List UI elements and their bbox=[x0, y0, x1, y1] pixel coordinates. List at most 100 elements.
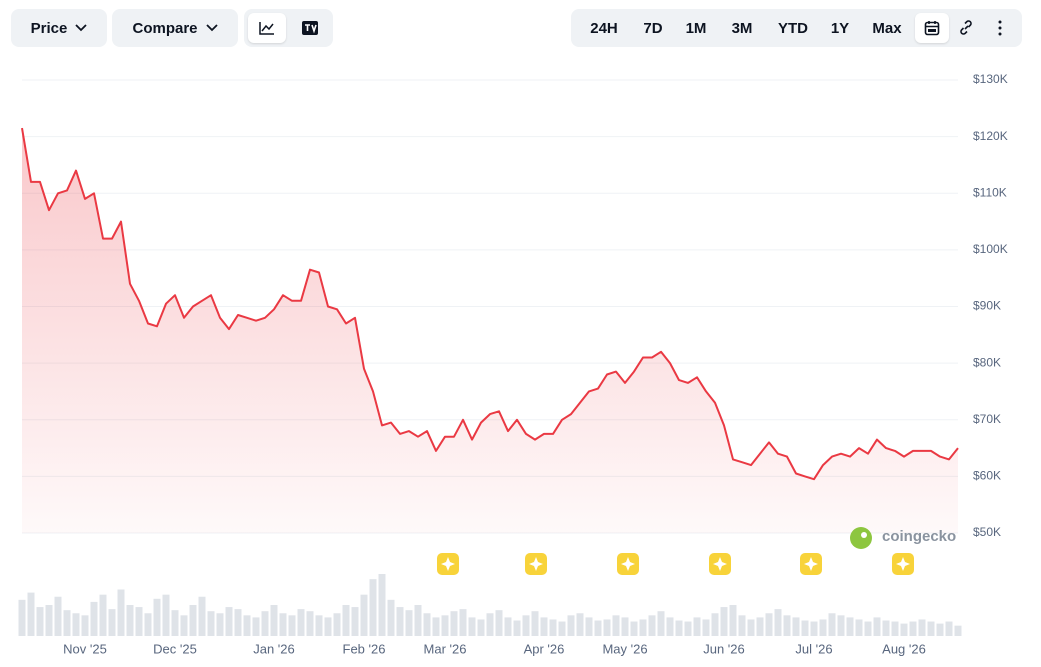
volume-bar bbox=[558, 621, 566, 636]
volume-bar bbox=[225, 607, 233, 636]
range-button[interactable]: 7D bbox=[643, 19, 663, 37]
volume-bar bbox=[882, 620, 890, 636]
volume-bar bbox=[387, 599, 395, 636]
calendar-button[interactable] bbox=[915, 13, 949, 43]
tradingview-button[interactable] bbox=[291, 13, 329, 43]
volume-bar bbox=[126, 605, 134, 636]
volume-bar bbox=[27, 592, 35, 636]
volume-bar bbox=[459, 609, 467, 636]
x-tick-label: Jan '26 bbox=[253, 641, 295, 656]
volume-bar bbox=[828, 613, 836, 636]
volume-bar bbox=[702, 619, 710, 636]
line-icon bbox=[259, 22, 274, 35]
volume-bar bbox=[468, 617, 476, 636]
volume-bar bbox=[198, 596, 206, 636]
x-tick-label: Aug '26 bbox=[882, 641, 926, 656]
volume-bar bbox=[576, 613, 584, 636]
volume-bar bbox=[423, 613, 431, 636]
volume-bar bbox=[918, 619, 926, 636]
volume-bar bbox=[72, 613, 80, 636]
volume-bar bbox=[288, 615, 296, 636]
price-line bbox=[21, 127, 959, 481]
event-markers bbox=[437, 553, 914, 575]
range-button[interactable]: 1M bbox=[685, 19, 707, 37]
button-label: Price bbox=[30, 19, 68, 37]
price-button[interactable]: Price bbox=[11, 9, 107, 47]
event-marker[interactable] bbox=[437, 553, 459, 575]
range-button[interactable]: Max bbox=[872, 19, 902, 37]
more-button[interactable] bbox=[983, 13, 1017, 43]
y-tick-label: $110K bbox=[973, 185, 1007, 199]
volume-bar bbox=[180, 615, 188, 636]
volume-bar bbox=[504, 617, 512, 636]
icon bbox=[998, 20, 1002, 36]
watermark: coingecko bbox=[850, 527, 956, 549]
volume-bar bbox=[90, 601, 98, 636]
event-marker[interactable] bbox=[617, 553, 639, 575]
volume-bar bbox=[522, 615, 530, 636]
volume-bar bbox=[54, 596, 62, 636]
volume-bar bbox=[306, 611, 314, 636]
volume-bar bbox=[279, 613, 287, 636]
volume-bar bbox=[855, 619, 863, 636]
x-tick-label: Nov '25 bbox=[63, 641, 107, 656]
volume-bar bbox=[549, 619, 557, 636]
volume-bar bbox=[945, 621, 953, 636]
icon bbox=[924, 21, 940, 36]
volume-bar bbox=[846, 617, 854, 636]
line-chart-button[interactable] bbox=[248, 13, 286, 43]
volume-bar bbox=[108, 609, 116, 636]
range-button[interactable]: YTD bbox=[778, 19, 808, 37]
x-tick-label: Jul '26 bbox=[795, 641, 832, 656]
volume-bar bbox=[36, 607, 44, 636]
volume-bar bbox=[315, 615, 323, 636]
volume-bar bbox=[252, 617, 260, 636]
chevron bbox=[75, 24, 87, 32]
range-button[interactable]: 3M bbox=[731, 19, 753, 37]
volume-bar bbox=[729, 605, 737, 636]
tv-icon bbox=[302, 21, 318, 35]
y-tick-label: $50K bbox=[973, 525, 1001, 539]
volume-bar bbox=[486, 613, 494, 636]
volume-bar bbox=[432, 617, 440, 636]
link-button[interactable] bbox=[949, 13, 983, 43]
event-marker[interactable] bbox=[892, 553, 914, 575]
volume-bar bbox=[585, 617, 593, 636]
volume-bar bbox=[63, 610, 71, 636]
volume-bar bbox=[909, 621, 917, 636]
volume-bar bbox=[666, 617, 674, 636]
range-button[interactable]: 24H bbox=[590, 19, 618, 37]
volume-bar bbox=[378, 574, 386, 636]
volume-bar bbox=[45, 605, 53, 636]
volume-bar bbox=[297, 609, 305, 636]
volume-bar bbox=[801, 620, 809, 636]
x-tick-label: Mar '26 bbox=[424, 641, 467, 656]
volume-bar bbox=[360, 594, 368, 636]
volume-bar bbox=[324, 617, 332, 636]
volume-bar bbox=[450, 611, 458, 636]
volume-bar bbox=[783, 615, 791, 636]
volume-bar bbox=[540, 617, 548, 636]
event-marker[interactable] bbox=[800, 553, 822, 575]
y-tick-label: $80K bbox=[973, 355, 1001, 369]
volume-bar bbox=[207, 611, 215, 636]
volume-bar bbox=[765, 613, 773, 636]
volume-bar bbox=[612, 615, 620, 636]
volume-bar bbox=[18, 599, 26, 636]
event-marker[interactable] bbox=[709, 553, 731, 575]
x-tick-label: Dec '25 bbox=[153, 641, 197, 656]
volume-bar bbox=[657, 611, 665, 636]
volume-bar bbox=[234, 609, 242, 636]
volume-bar bbox=[333, 613, 341, 636]
event-marker[interactable] bbox=[525, 553, 547, 575]
volume-bar bbox=[927, 621, 935, 636]
y-tick-label: $70K bbox=[973, 412, 1001, 426]
volume-bar bbox=[216, 613, 224, 636]
volume-bar bbox=[189, 605, 197, 636]
volume-bar bbox=[567, 615, 575, 636]
range-group: 24H 7D 1M 3M YTD 1Y Max bbox=[571, 9, 1022, 47]
compare-button[interactable]: Compare bbox=[112, 9, 238, 47]
range-button[interactable]: 1Y bbox=[830, 19, 850, 37]
